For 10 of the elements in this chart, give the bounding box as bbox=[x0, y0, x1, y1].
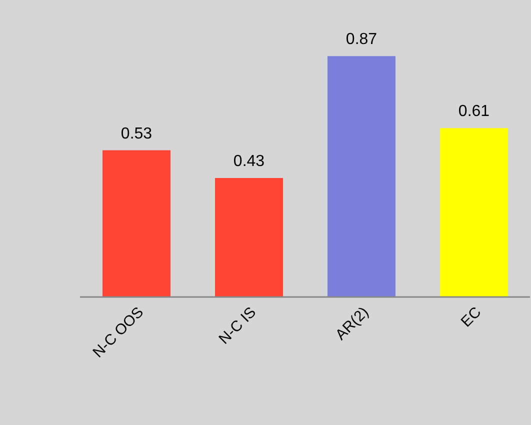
data-label: 0.43 bbox=[233, 152, 265, 170]
bar bbox=[328, 56, 396, 297]
x-tick-label: N-C IS bbox=[216, 304, 260, 348]
bar bbox=[440, 128, 508, 297]
bar bbox=[102, 150, 170, 297]
x-tick-label: EC bbox=[458, 304, 485, 331]
data-label: 0.53 bbox=[120, 125, 152, 142]
bar bbox=[215, 178, 283, 297]
data-label: 0.61 bbox=[458, 103, 490, 120]
data-label: 0.87 bbox=[346, 31, 378, 48]
